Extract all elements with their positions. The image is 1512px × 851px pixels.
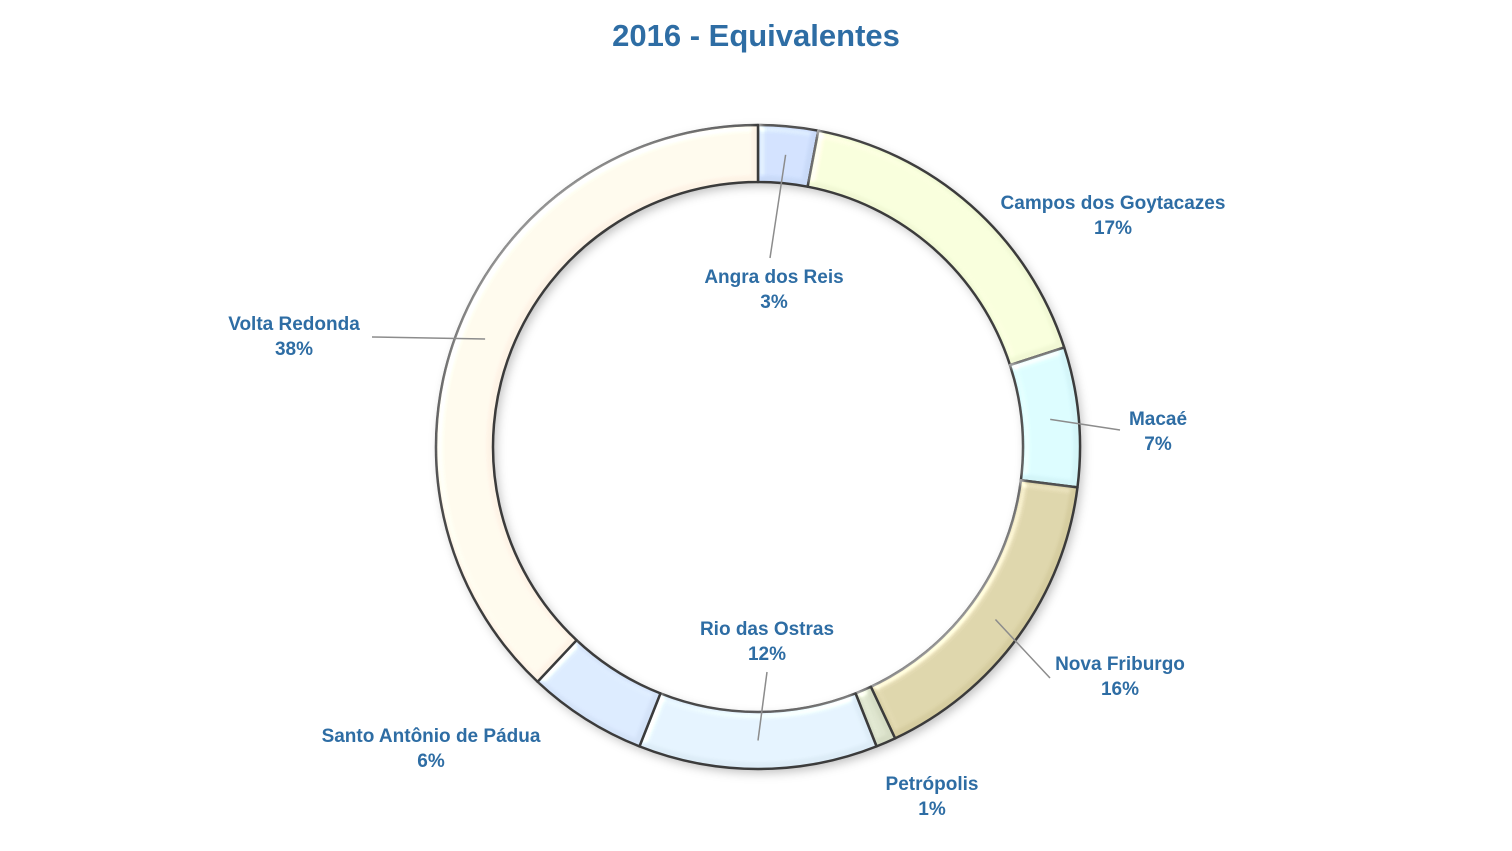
slice-label-santo-antonio-de-padua: Santo Antônio de Pádua: [322, 726, 541, 747]
slice-label-volta-redonda: Volta Redonda: [228, 314, 360, 335]
slice-rio-das-ostras: [638, 692, 878, 771]
slice-campos-dos-goytacazes: [806, 129, 1066, 367]
slice-volta-redonda: [434, 123, 760, 683]
slice-value-nova-friburgo: 16%: [1101, 679, 1139, 700]
slice-value-rio-das-ostras: 12%: [748, 644, 786, 665]
slice-value-santo-antonio-de-padua: 6%: [417, 751, 445, 772]
leader-line-nova-friburgo: [994, 619, 1051, 679]
slice-value-angra-dos-reis: 3%: [760, 292, 788, 313]
slice-nova-friburgo: [869, 478, 1079, 740]
slice-label-campos-dos-goytacazes: Campos dos Goytacazes: [1001, 193, 1226, 214]
leader-line-rio-das-ostras: [757, 671, 768, 741]
leader-line-angra-dos-reis: [769, 154, 787, 259]
donut-slices: [434, 123, 1082, 771]
slice-label-rio-das-ostras: Rio das Ostras: [700, 619, 834, 640]
slice-label-petropolis: Petrópolis: [886, 774, 979, 795]
slice-label-nova-friburgo: Nova Friburgo: [1055, 654, 1185, 675]
chart-title: 2016 - Equivalentes: [612, 18, 900, 53]
slice-value-campos-dos-goytacazes: 17%: [1094, 218, 1132, 239]
slice-labels: Angra dos Reis 3% Campos dos Goytacazes 17%…: [228, 193, 1225, 820]
slice-label-angra-dos-reis: Angra dos Reis: [704, 267, 843, 288]
slice-value-macae: 7%: [1144, 434, 1172, 455]
leader-line-macae: [1050, 418, 1121, 431]
leader-line-volta-redonda: [371, 336, 486, 340]
slice-value-volta-redonda: 38%: [275, 339, 313, 360]
leader-lines: [371, 154, 1121, 741]
slice-macae: [1008, 346, 1082, 489]
slice-label-macae: Macaé: [1129, 409, 1187, 430]
slice-value-petropolis: 1%: [918, 799, 946, 820]
